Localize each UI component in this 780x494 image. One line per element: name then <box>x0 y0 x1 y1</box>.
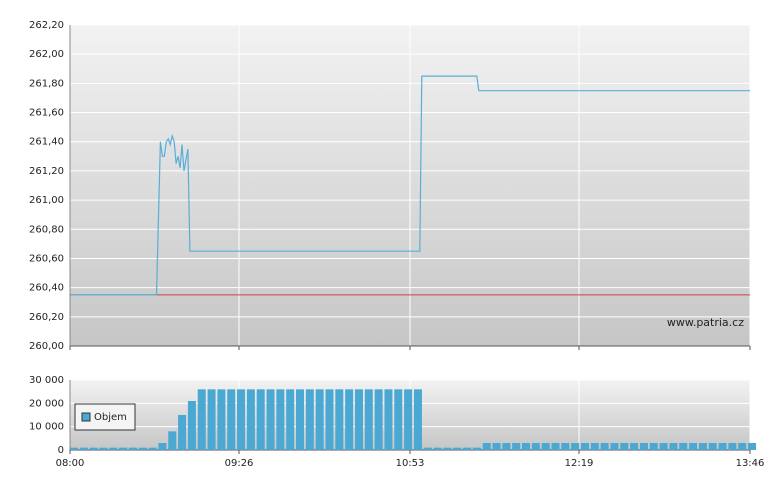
volume-bar <box>217 389 226 450</box>
y-tick-label: 260,60 <box>29 253 64 264</box>
volume-bar <box>187 401 196 450</box>
y-tick-label: 20 000 <box>29 398 64 409</box>
y-tick-label: 260,80 <box>29 224 64 235</box>
volume-bar <box>679 443 688 450</box>
volume-bar <box>384 389 393 450</box>
volume-bar <box>728 443 737 450</box>
volume-bar <box>610 443 619 450</box>
volume-bar <box>522 443 531 450</box>
volume-bar <box>266 389 275 450</box>
y-tick-label: 30 000 <box>29 375 64 386</box>
volume-bar <box>571 443 580 450</box>
volume-bar <box>158 443 167 450</box>
volume-bar <box>433 447 442 450</box>
watermark: www.patria.cz <box>667 316 744 329</box>
volume-bar <box>463 447 472 450</box>
volume-bar <box>551 443 560 450</box>
volume-bar <box>79 447 88 450</box>
volume-bar <box>698 443 707 450</box>
volume-bar <box>404 389 413 450</box>
y-tick-label: 261,00 <box>29 195 64 206</box>
legend-label: Objem <box>94 412 127 423</box>
volume-bar <box>364 389 373 450</box>
volume-bar <box>620 443 629 450</box>
volume-bar <box>669 443 678 450</box>
volume-bar <box>394 389 403 450</box>
volume-bar <box>639 443 648 450</box>
volume-bar <box>178 415 187 450</box>
x-tick-label: 09:26 <box>225 458 254 469</box>
volume-bar <box>296 389 305 450</box>
volume-bar <box>689 443 698 450</box>
y-tick-label: 260,20 <box>29 312 64 323</box>
volume-bar <box>276 389 285 450</box>
y-tick-label: 262,20 <box>29 20 64 31</box>
volume-bar <box>89 447 98 450</box>
volume-bar <box>492 443 501 450</box>
legend-swatch <box>81 412 91 422</box>
y-tick-label: 260,40 <box>29 283 64 294</box>
volume-bar <box>246 389 255 450</box>
x-tick-label: 10:53 <box>396 458 425 469</box>
volume-bar <box>708 443 717 450</box>
volume-bar <box>119 447 128 450</box>
volume-bar <box>718 443 727 450</box>
volume-bar <box>472 447 481 450</box>
volume-bar <box>227 389 236 450</box>
volume-bar <box>659 443 668 450</box>
y-tick-label: 10 000 <box>29 422 64 433</box>
volume-bar <box>70 447 78 450</box>
volume-bar <box>512 443 521 450</box>
volume-bar <box>345 389 354 450</box>
volume-bar <box>354 389 363 450</box>
volume-bar <box>738 443 747 450</box>
volume-bar <box>649 443 658 450</box>
volume-bar <box>286 389 295 450</box>
volume-bar <box>99 447 108 450</box>
volume-bar <box>148 447 157 450</box>
volume-bar <box>630 443 639 450</box>
y-tick-label: 0 <box>58 445 64 456</box>
volume-bar <box>502 443 511 450</box>
x-tick-label: 08:00 <box>56 458 85 469</box>
volume-bar <box>109 447 118 450</box>
y-tick-label: 260,00 <box>29 341 64 352</box>
price-line <box>70 75 750 296</box>
volume-bar <box>197 389 206 450</box>
volume-bar <box>207 389 216 450</box>
volume-bar <box>453 447 462 450</box>
volume-bar <box>600 443 609 450</box>
volume-bar <box>256 389 265 450</box>
y-tick-label: 261,20 <box>29 166 64 177</box>
volume-bar <box>561 443 570 450</box>
volume-bar <box>443 447 452 450</box>
volume-bar <box>748 443 757 450</box>
x-tick-label: 12:19 <box>565 458 594 469</box>
volume-bar <box>335 389 344 450</box>
y-tick-label: 261,40 <box>29 137 64 148</box>
volume-bar <box>237 389 246 450</box>
volume-bar <box>580 443 589 450</box>
volume-bar <box>531 443 540 450</box>
y-tick-label: 261,60 <box>29 108 64 119</box>
volume-bar <box>590 443 599 450</box>
volume-bar <box>168 431 177 450</box>
volume-bar <box>305 389 314 450</box>
x-tick-label: 13:46 <box>736 458 765 469</box>
volume-bar <box>128 447 137 450</box>
volume-bar <box>541 443 550 450</box>
y-tick-label: 261,80 <box>29 78 64 89</box>
volume-bar <box>423 447 432 450</box>
volume-bar <box>138 447 147 450</box>
y-tick-label: 262,00 <box>29 49 64 60</box>
volume-bar <box>413 389 422 450</box>
volume-bar <box>315 389 324 450</box>
volume-bar <box>325 389 334 450</box>
volume-bar <box>482 443 491 450</box>
volume-bar <box>374 389 383 450</box>
